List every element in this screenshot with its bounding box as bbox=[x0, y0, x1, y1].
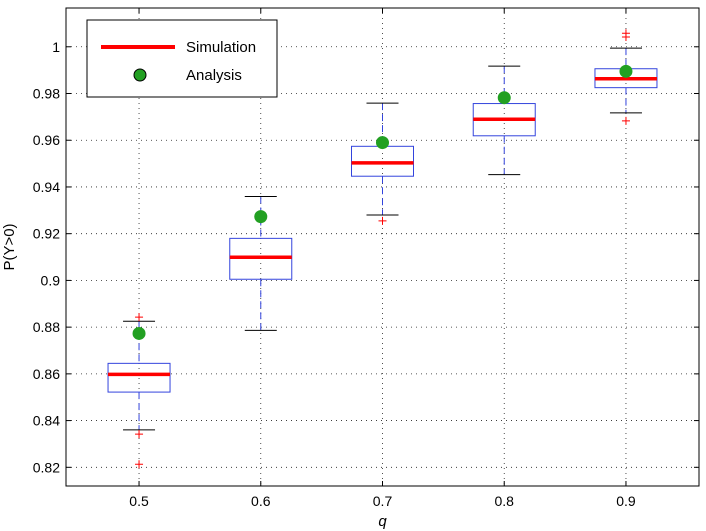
legend-analysis-marker bbox=[133, 68, 147, 82]
box-group bbox=[107, 313, 171, 469]
x-tick-label: 0.5 bbox=[129, 493, 149, 509]
y-tick-label: 0.84 bbox=[33, 413, 60, 429]
y-tick-label: 0.98 bbox=[33, 86, 60, 102]
outlier-marker bbox=[135, 460, 144, 469]
x-tick-label: 0.6 bbox=[251, 493, 271, 509]
axis-ticks: 0.5 0.6 0.7 0.8 0.9 0.82 0.84 0.86 0.88 0.9 0.92 0.… bbox=[33, 8, 699, 509]
analysis-point bbox=[254, 210, 268, 224]
box-group bbox=[229, 196, 293, 331]
outlier-marker bbox=[621, 116, 630, 125]
legend-simulation-label: Simulation bbox=[186, 39, 256, 56]
y-tick-label: 0.92 bbox=[33, 226, 60, 242]
iqr-box bbox=[107, 362, 171, 393]
legend-analysis-label: Analysis bbox=[186, 67, 242, 84]
outlier-marker bbox=[621, 32, 630, 41]
y-tick-label: 0.88 bbox=[33, 319, 60, 335]
y-tick-label: 1 bbox=[52, 39, 60, 55]
legend: Simulation Analysis bbox=[86, 19, 278, 98]
analysis-point bbox=[376, 136, 389, 150]
y-tick-label: 0.9 bbox=[41, 272, 61, 288]
y-tick-label: 0.96 bbox=[33, 132, 60, 148]
outlier-marker bbox=[135, 313, 144, 322]
analysis-points bbox=[132, 64, 633, 340]
x-tick-label: 0.9 bbox=[616, 493, 636, 509]
outlier-marker bbox=[135, 430, 144, 439]
legend-box bbox=[86, 19, 278, 98]
x-axis-label: q bbox=[378, 513, 387, 530]
outlier-marker bbox=[378, 216, 387, 225]
analysis-point bbox=[132, 326, 146, 340]
analysis-point bbox=[619, 64, 633, 78]
x-tick-label: 0.7 bbox=[373, 493, 393, 509]
analysis-point bbox=[497, 91, 511, 105]
y-tick-label: 0.86 bbox=[33, 366, 60, 382]
y-tick-label: 0.82 bbox=[33, 459, 60, 475]
x-tick-label: 0.8 bbox=[494, 493, 514, 509]
y-axis-label: P(Y>0) bbox=[1, 223, 18, 270]
y-tick-label: 0.94 bbox=[33, 179, 60, 195]
